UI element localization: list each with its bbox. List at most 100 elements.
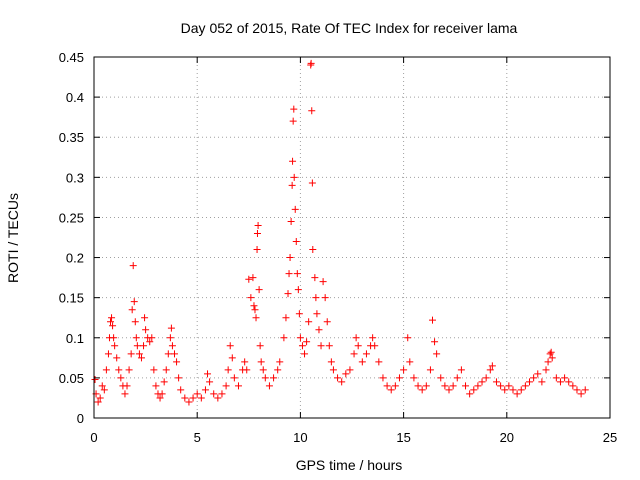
data-point xyxy=(296,334,304,342)
y-tick-label: 0.45 xyxy=(59,50,84,65)
data-point xyxy=(577,390,585,398)
data-point xyxy=(175,374,183,382)
data-point xyxy=(241,358,249,366)
data-point xyxy=(206,378,214,386)
data-point xyxy=(91,375,99,383)
data-point xyxy=(256,342,264,350)
data-point xyxy=(247,294,255,302)
data-point xyxy=(110,334,118,342)
data-point xyxy=(226,342,234,350)
data-point xyxy=(252,314,260,322)
data-point xyxy=(530,374,538,382)
y-tick-label: 0.4 xyxy=(66,90,84,105)
data-point xyxy=(552,374,560,382)
x-tick-label: 0 xyxy=(90,430,97,445)
data-point xyxy=(406,358,414,366)
data-point xyxy=(457,366,465,374)
data-point xyxy=(166,334,174,342)
data-point xyxy=(168,342,176,350)
data-point xyxy=(437,374,445,382)
data-point xyxy=(338,378,346,386)
data-point xyxy=(113,354,121,362)
x-axis-title: GPS time / hours xyxy=(296,457,403,473)
data-point xyxy=(317,342,325,350)
data-point xyxy=(150,366,158,374)
plot-frame xyxy=(93,56,611,419)
data-point xyxy=(492,378,500,386)
data-point xyxy=(414,382,422,390)
data-point xyxy=(218,390,226,398)
data-point xyxy=(284,290,292,298)
data-point xyxy=(354,342,362,350)
x-tick-label: 15 xyxy=(396,430,410,445)
data-point xyxy=(319,278,327,286)
data-point xyxy=(346,366,354,374)
data-point xyxy=(312,294,320,302)
data-point xyxy=(276,358,284,366)
data-point xyxy=(466,390,474,398)
data-point xyxy=(441,382,449,390)
data-point xyxy=(214,394,222,402)
data-point xyxy=(228,354,236,362)
data-point xyxy=(383,382,391,390)
data-point xyxy=(505,382,513,390)
data-point xyxy=(497,382,505,390)
data-point xyxy=(295,310,303,318)
data-point xyxy=(156,394,164,402)
data-point xyxy=(127,350,135,358)
data-point xyxy=(538,378,546,386)
y-tick-label: 0.3 xyxy=(66,170,84,185)
data-point xyxy=(291,205,299,213)
data-point xyxy=(422,382,430,390)
x-tick-label: 5 xyxy=(194,430,201,445)
data-point xyxy=(109,322,117,330)
data-point xyxy=(517,386,525,394)
data-point xyxy=(181,394,189,402)
data-point xyxy=(482,374,490,382)
y-tick-label: 0.05 xyxy=(59,371,84,386)
data-point xyxy=(426,366,434,374)
data-point xyxy=(167,324,175,332)
data-point xyxy=(534,370,542,378)
data-point xyxy=(327,358,335,366)
data-point xyxy=(189,394,197,402)
data-point xyxy=(329,366,337,374)
data-point xyxy=(140,342,148,350)
data-point xyxy=(234,382,242,390)
data-point xyxy=(556,378,564,386)
data-point xyxy=(243,366,251,374)
data-point xyxy=(102,366,110,374)
data-point xyxy=(308,179,316,187)
data-point xyxy=(253,246,261,254)
data-point xyxy=(261,374,269,382)
x-tick-label: 20 xyxy=(500,430,514,445)
data-point xyxy=(294,286,302,294)
data-point xyxy=(107,318,115,326)
data-point xyxy=(230,374,238,382)
data-point xyxy=(358,358,366,366)
data-point xyxy=(313,310,321,318)
data-point xyxy=(98,382,106,390)
data-point xyxy=(379,374,387,382)
data-point xyxy=(462,382,470,390)
data-point xyxy=(569,382,577,390)
y-tick-label: 0.2 xyxy=(66,251,84,266)
data-point xyxy=(352,334,360,342)
data-point xyxy=(546,350,554,358)
data-point xyxy=(305,318,313,326)
data-point xyxy=(404,334,412,342)
data-point xyxy=(544,358,552,366)
data-point xyxy=(547,348,555,356)
data-point xyxy=(177,386,185,394)
data-point xyxy=(323,318,331,326)
data-point xyxy=(115,366,123,374)
data-point xyxy=(470,386,478,394)
data-point xyxy=(201,386,209,394)
data-point xyxy=(94,398,102,406)
data-point xyxy=(280,334,288,342)
y-tick-label: 0.1 xyxy=(66,331,84,346)
y-axis-title: ROTI / TECUs xyxy=(5,193,21,283)
data-point xyxy=(142,326,150,334)
data-point xyxy=(96,394,104,402)
data-point xyxy=(526,378,534,386)
